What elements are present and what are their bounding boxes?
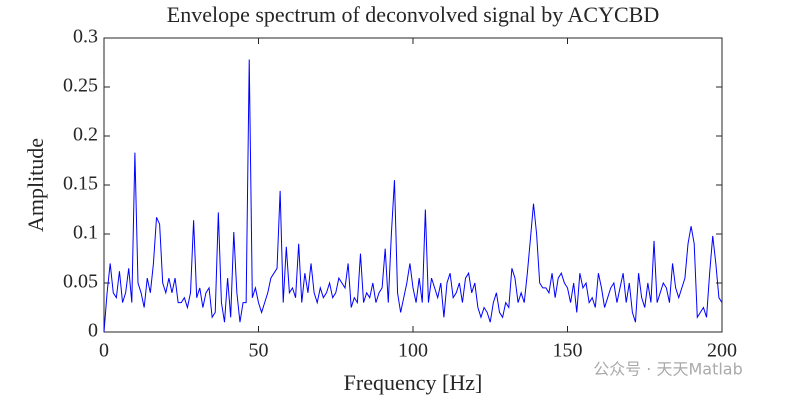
x-tick-label: 0 [99, 340, 109, 362]
x-axis-label: Frequency [Hz] [344, 370, 483, 395]
watermark: 公众号 · 天天Matlab [593, 360, 743, 379]
x-tick-label: 200 [707, 340, 737, 362]
x-tick-label: 50 [249, 340, 269, 362]
y-axis-label: Amplitude [23, 138, 48, 232]
y-tick-label: 0 [88, 320, 98, 342]
y-tick-label: 0.1 [73, 222, 98, 244]
y-tick-label: 0.15 [63, 173, 98, 195]
x-tick-label: 100 [398, 340, 428, 362]
x-tick-label: 150 [553, 340, 583, 362]
y-tick-label: 0.3 [73, 26, 98, 48]
y-tick-label: 0.05 [63, 271, 98, 293]
spectrum-line [103, 59, 723, 333]
y-tick-label: 0.2 [73, 124, 98, 146]
chart-title: Envelope spectrum of deconvolved signal … [167, 2, 659, 27]
y-tick-label: 0.25 [63, 75, 98, 97]
